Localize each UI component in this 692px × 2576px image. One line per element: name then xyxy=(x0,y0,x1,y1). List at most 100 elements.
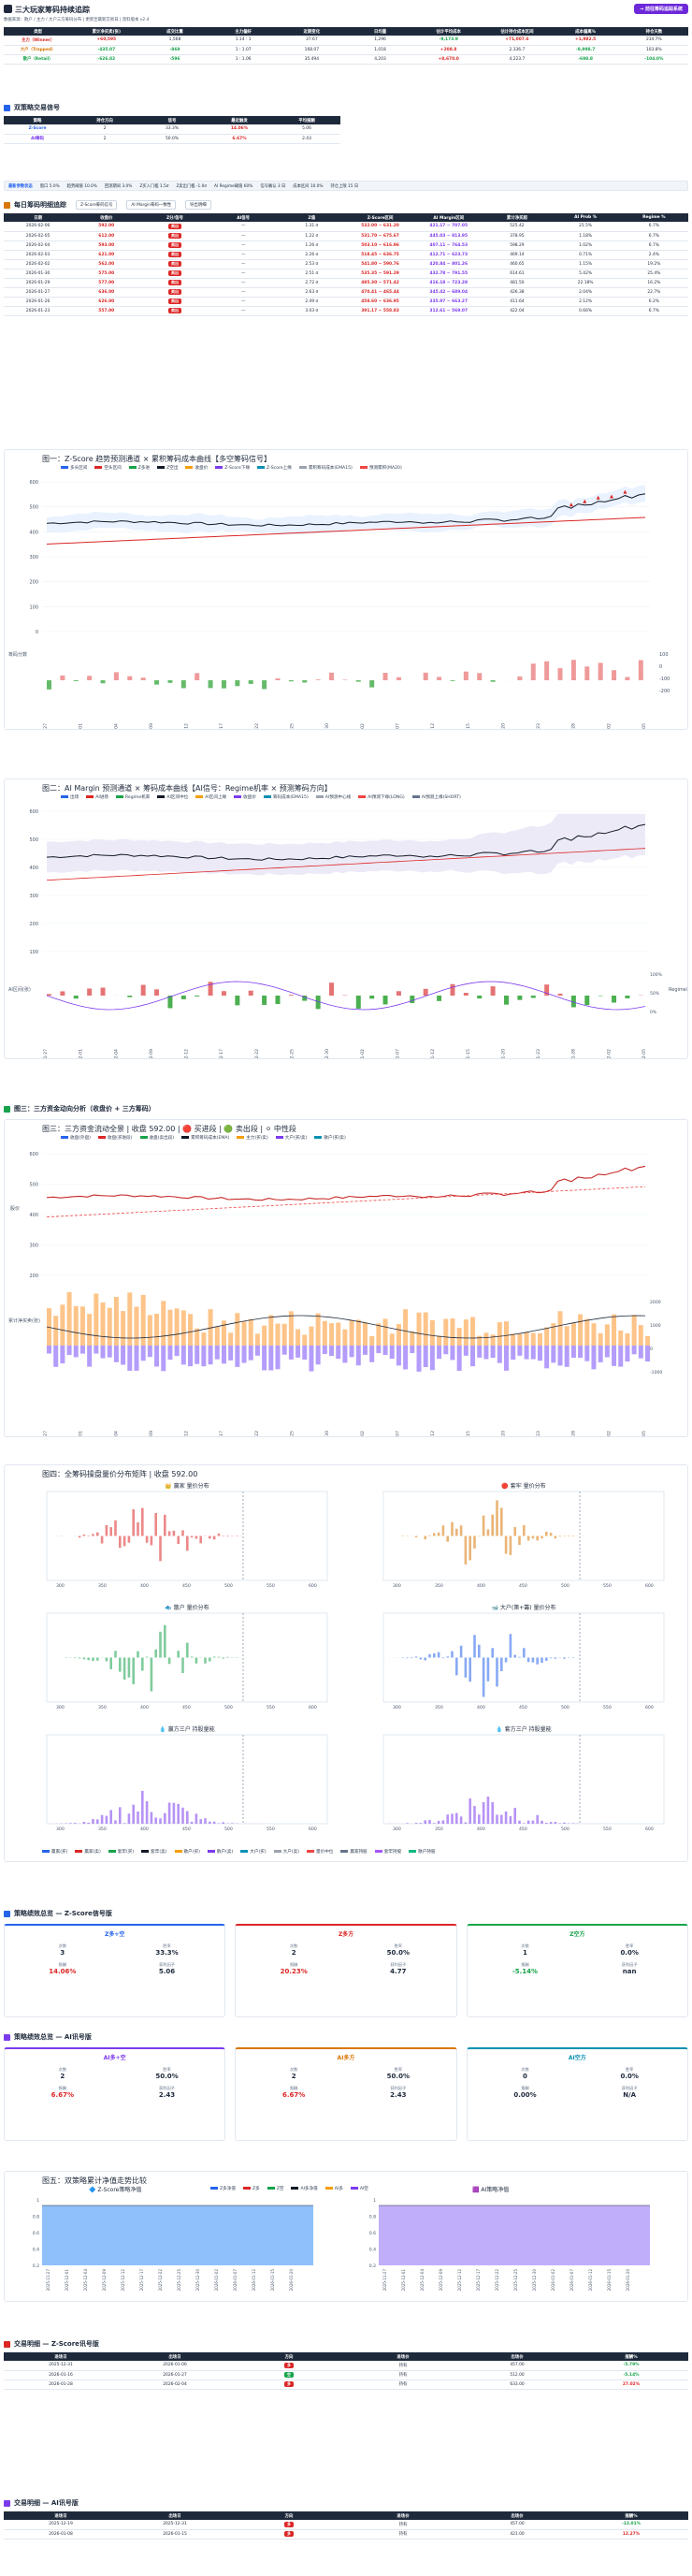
axis-tick-label: 100 xyxy=(29,950,38,955)
legend-item: 收盘(卖出段) xyxy=(139,1135,174,1141)
sub-bar xyxy=(638,660,643,680)
prob-cell: 1.15% xyxy=(551,259,620,269)
table-cell: 2 xyxy=(71,134,138,144)
sub-tick-label: -100 xyxy=(659,677,670,682)
x-tick-label: 2026-01-07 xyxy=(569,2269,574,2292)
z-range-cell: 503.10 ~ 616.96 xyxy=(345,240,415,251)
flow-bar-sell xyxy=(578,1346,584,1359)
dist-bar xyxy=(536,1535,539,1541)
signal-cell: 卖出 xyxy=(140,231,209,241)
legend-label: 套牢(买) xyxy=(117,1850,135,1855)
ai-trades-title: 交易明细 — AI讯号版 xyxy=(14,2499,79,2507)
chart1-panel: 图一：Z-Score 趋势预测通道 × 累积筹码成本曲线【多空筹码信号】 多头区… xyxy=(4,449,688,730)
table-cell: +71,007.6 xyxy=(483,36,552,46)
dist-bar xyxy=(150,1812,153,1824)
flow-bar-sell xyxy=(564,1346,569,1367)
column-header: 方向 xyxy=(232,2511,346,2520)
legend-item: 赢家持股 xyxy=(340,1849,368,1855)
flow-bar-sell xyxy=(382,1346,388,1355)
sub-bar xyxy=(235,996,240,1006)
open-tracker-button[interactable]: → 前往筹码追踪系统 xyxy=(634,4,688,14)
exit-price: 633.00 xyxy=(460,2380,574,2390)
stat-ret: 报酬 20.23% xyxy=(241,1962,346,1975)
x-tick-label: 2025-12-17 xyxy=(219,723,224,729)
dist-bar xyxy=(123,1535,126,1547)
legend-item: Z空出 xyxy=(157,465,178,471)
z-perf-section: 策略绩效总览 — Z-Score信号版 Z多+空 次数 3 胜率 33.3% 报酬 14.0… xyxy=(4,1909,688,2017)
flow-bar-sell xyxy=(618,1346,624,1367)
sub-bar xyxy=(570,996,576,1008)
column-header: Z-Score区间 xyxy=(345,213,415,222)
z-channel-band xyxy=(47,485,645,535)
column-header: 进场日 xyxy=(4,2352,118,2361)
x-tick-label: 2026-02-02 xyxy=(606,1431,612,1436)
dist-bar xyxy=(186,1642,189,1658)
list-icon xyxy=(4,2340,10,2348)
dist-bar xyxy=(568,1535,570,1536)
legend-swatch xyxy=(374,1850,382,1853)
table-row: AI筹码 2 50.0% 6.67% 2.43 xyxy=(4,134,340,144)
sub-bar xyxy=(154,680,160,685)
table-cell: 2.43 xyxy=(273,134,340,144)
x-tick-label: 2026-01-23 xyxy=(536,1431,541,1436)
sub-bar xyxy=(60,991,65,996)
perf-card-title: Z空方 xyxy=(569,1931,585,1938)
column-header: AI Prob % xyxy=(551,213,620,222)
dist-bar xyxy=(478,1644,481,1658)
legend-label: 散户(买/卖) xyxy=(324,1136,346,1141)
x-tick-label: 2026-01-23 xyxy=(536,1049,541,1058)
legend-label: AI区间中位 xyxy=(166,795,189,800)
flow-bar-sell xyxy=(456,1346,462,1371)
tab-ai-margin[interactable]: AI Margin筹码一致性 xyxy=(126,200,177,210)
axis-tick-label: 100 xyxy=(29,604,38,610)
param-item: 窗口 5.0% xyxy=(39,183,60,189)
ai-range-cell: 445.03 ~ 813.95 xyxy=(414,231,483,241)
stat-value: 1 xyxy=(523,1949,527,1957)
entry-price: 持有 xyxy=(346,2361,460,2371)
legend-item: 大户(买/卖) xyxy=(275,1135,307,1141)
close-cell: 557.00 xyxy=(72,306,141,316)
player-name: 大户（Trapped） xyxy=(4,45,73,55)
player-name: 散户（Retail） xyxy=(4,54,73,65)
legend-item: 收盘价 xyxy=(185,465,208,471)
stat-value: 50.0% xyxy=(386,2073,410,2080)
tab-zscore-signal[interactable]: Z-Score筹码信号 xyxy=(76,200,118,210)
legend-swatch xyxy=(61,1136,68,1139)
flow-bar-sell xyxy=(450,1346,455,1361)
return-cell: -5.79% xyxy=(574,2361,688,2371)
legend-swatch xyxy=(181,1136,190,1139)
flow-bar-sell xyxy=(228,1346,234,1361)
table-cell: 33.3% xyxy=(138,124,206,135)
flow-bar-sell xyxy=(140,1346,146,1361)
stat-trades: 次数 0 xyxy=(473,2067,578,2080)
sub-bar xyxy=(167,996,173,1009)
x-tick-label: 450 xyxy=(519,1705,527,1710)
dist-bar xyxy=(424,1820,426,1824)
cost-ema-line xyxy=(46,1186,646,1217)
signal-cell: 卖出 xyxy=(140,306,209,316)
flow-bar-buy xyxy=(100,1302,106,1346)
signal-section: 双策略交易信号 策略 持仓方向 信号 最近触发 平均报酬 Z-Score 2 33.3% 14… xyxy=(4,103,340,144)
dist-bar xyxy=(437,1820,440,1824)
flow-bar-sell xyxy=(262,1346,267,1371)
dist-bar xyxy=(500,1657,503,1671)
legend-label: 赢家持股 xyxy=(350,1850,368,1855)
export-button[interactable]: 导出明细 xyxy=(185,200,211,210)
ai-nav-area xyxy=(379,2205,650,2265)
stat-value: 2 xyxy=(291,1949,296,1957)
dist-bar xyxy=(212,1656,216,1658)
flow-bar-sell xyxy=(127,1346,133,1371)
x-tick-label: 500 xyxy=(224,1705,233,1710)
perf-card-title: Z多方 xyxy=(338,1931,354,1938)
flow-bar-sell xyxy=(235,1346,240,1367)
x-tick-label: 2026-01-20 xyxy=(289,2269,294,2292)
legend-item: 收盘(外盘) xyxy=(61,1135,91,1141)
legend-swatch xyxy=(157,795,166,798)
cum-cell: 614.61 xyxy=(483,269,552,279)
chart4-plot: 👑 赢家 量价分布 300 350 400 450 500 550 600 🔴 套牢 量价分布 3… xyxy=(46,1482,665,1832)
legend-swatch xyxy=(115,795,123,798)
flow-bar-buy xyxy=(201,1332,207,1346)
x-tick-label: 500 xyxy=(224,1583,233,1589)
flow-bar-buy xyxy=(376,1323,382,1346)
x-tick-label: 2026-01-07 xyxy=(395,1049,400,1058)
